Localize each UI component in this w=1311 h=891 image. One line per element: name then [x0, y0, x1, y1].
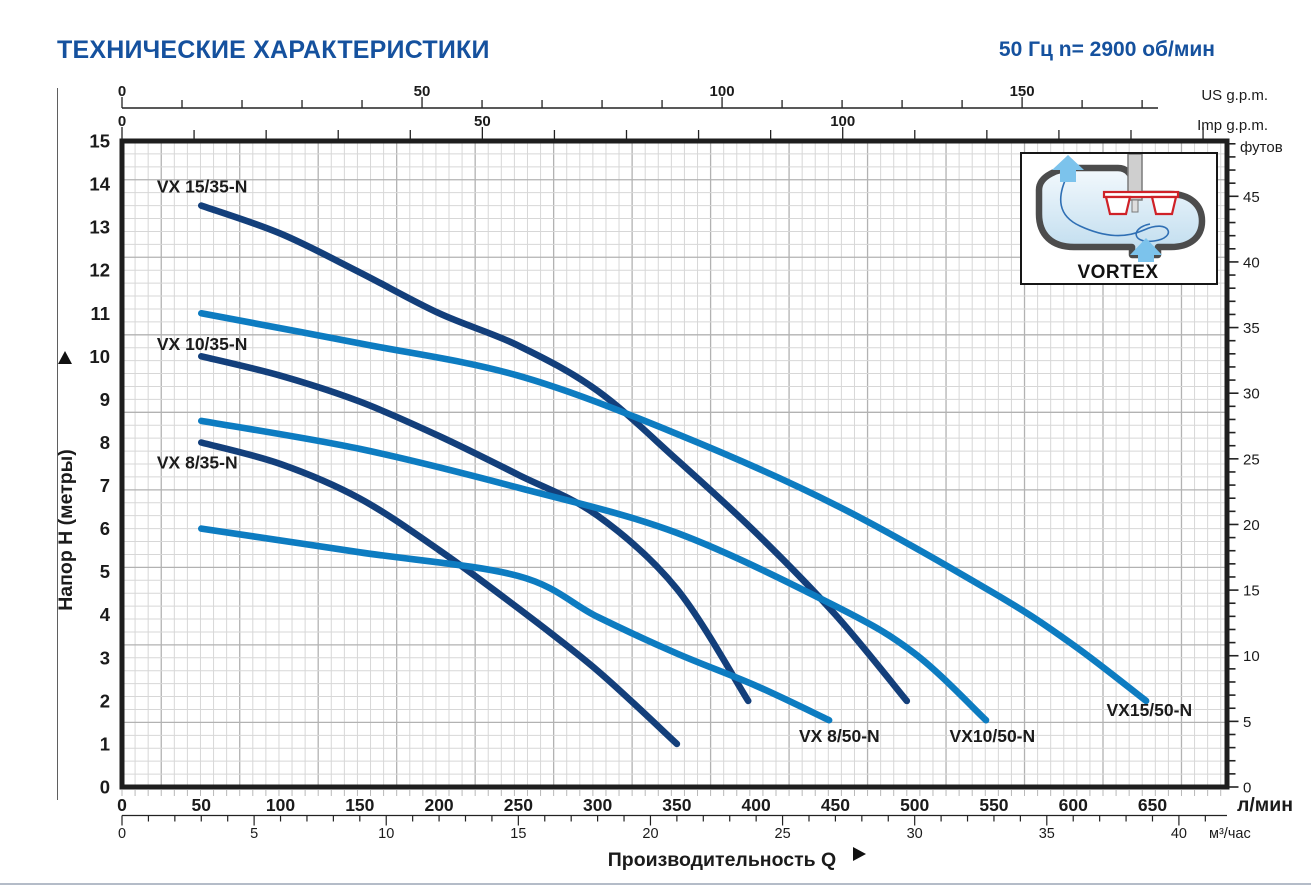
curve-label-VX10/50-N: VX10/50-N	[950, 726, 1036, 746]
us-gpm-unit-label: US g.p.m.	[1201, 87, 1268, 104]
lpm-tick-label: 300	[583, 795, 612, 815]
metres-tick-label: 12	[89, 260, 110, 281]
feet-unit-label: футов	[1240, 139, 1283, 156]
metres-tick-label: 8	[100, 432, 110, 453]
imp-gpm-tick-label: 0	[118, 113, 126, 130]
outlet-arrow-up-icon	[1052, 155, 1084, 170]
metres-tick-label: 4	[100, 604, 111, 625]
metres-tick-label: 5	[100, 561, 110, 582]
lpm-tick-label: 350	[662, 795, 691, 815]
vortex-inset: VORTEX	[1020, 152, 1218, 285]
y-axis-title: Напор H (метры)	[55, 449, 77, 611]
lpm-tick-label: 200	[424, 795, 453, 815]
imp-gpm-unit-label: Imp g.p.m.	[1197, 117, 1268, 134]
metres-tick-label: 14	[89, 174, 110, 195]
impeller-hub-bar	[1102, 190, 1180, 199]
curve-label-VX8/35-N: VX 8/35-N	[157, 452, 238, 472]
outlet-arrow-stem	[1060, 170, 1076, 182]
metres-tick-label: 6	[100, 518, 110, 539]
m3h-tick-label: 30	[907, 826, 923, 842]
lpm-tick-label: 500	[900, 795, 929, 815]
us-gpm-tick-label: 100	[710, 83, 735, 100]
curve-label-VX15/35-N: VX 15/35-N	[157, 177, 247, 197]
page-title: ТЕХНИЧЕСКИЕ ХАРАКТЕРИСТИКИ	[57, 36, 490, 64]
m3h-tick-label: 35	[1039, 826, 1055, 842]
metres-tick-label: 15	[89, 131, 110, 152]
lpm-tick-label: 50	[192, 795, 212, 815]
curve-VX8/50-N	[198, 525, 833, 724]
metres-tick-label: 13	[89, 217, 110, 238]
feet-tick-label: 45	[1243, 189, 1260, 206]
curve-VX10/35-N	[198, 353, 752, 705]
feet-tick-label: 10	[1243, 648, 1260, 665]
lpm-tick-label: 600	[1059, 795, 1088, 815]
curve-VX10/50-N	[198, 417, 990, 724]
metres-tick-label: 2	[100, 690, 110, 711]
metres-tick-label: 10	[89, 346, 110, 367]
curve-VX15/50-N	[198, 310, 1150, 705]
m3h-tick-label: 15	[510, 826, 526, 842]
curve-label-VX8/50-N: VX 8/50-N	[799, 726, 880, 746]
plot-border	[119, 138, 1230, 790]
imp-gpm-tick-label: 100	[830, 113, 855, 130]
impeller-blade-left	[1104, 195, 1132, 216]
us-gpm-tick-label: 50	[414, 83, 431, 100]
feet-tick-label: 5	[1243, 714, 1251, 731]
feet-tick-label: 20	[1243, 517, 1260, 534]
curve-VX8/35-N	[198, 439, 681, 748]
x-axis-arrow-icon	[853, 847, 866, 861]
lpm-tick-label: 450	[821, 795, 850, 815]
y-axis-arrow-icon	[58, 351, 72, 364]
inlet-arrow-stem	[1138, 255, 1154, 262]
lpm-tick-label: 100	[266, 795, 295, 815]
inlet-arrow-up-icon	[1130, 238, 1162, 255]
metres-tick-label: 3	[100, 647, 110, 668]
pump-shaft-tip	[1131, 199, 1139, 213]
x-axis-title: Производительность Q	[608, 849, 836, 871]
curve-label-VX15/50-N: VX15/50-N	[1107, 700, 1193, 720]
feet-tick-label: 15	[1243, 583, 1260, 600]
page-bottom-divider	[0, 883, 1311, 885]
m3h-unit-label: м³/час	[1209, 826, 1251, 842]
impeller-blade-right	[1150, 195, 1178, 216]
m3h-tick-label: 0	[118, 826, 126, 842]
m3h-tick-label: 5	[250, 826, 258, 842]
lpm-tick-label: 0	[117, 795, 127, 815]
metres-tick-label: 1	[100, 733, 110, 754]
feet-tick-label: 40	[1243, 254, 1260, 271]
metres-tick-label: 9	[100, 389, 110, 410]
feet-tick-label: 35	[1243, 320, 1260, 337]
lpm-tick-label: 400	[742, 795, 771, 815]
feet-tick-label: 0	[1243, 780, 1251, 797]
metres-tick-label: 7	[100, 475, 110, 496]
m3h-tick-label: 40	[1171, 826, 1187, 842]
metres-tick-label: 0	[100, 777, 110, 798]
lpm-tick-label: 650	[1138, 795, 1167, 815]
us-gpm-tick-label: 0	[118, 83, 126, 100]
m3h-tick-label: 10	[378, 826, 394, 842]
us-gpm-tick-label: 150	[1010, 83, 1035, 100]
feet-tick-label: 25	[1243, 451, 1260, 468]
frequency-speed-spec: 50 Гц n= 2900 об/мин	[998, 38, 1215, 61]
m3h-tick-label: 25	[775, 826, 791, 842]
vortex-label: VORTEX	[1077, 262, 1158, 282]
lpm-tick-label: 550	[979, 795, 1008, 815]
curve-VX15/35-N	[198, 202, 911, 705]
m3h-tick-label: 20	[642, 826, 658, 842]
curve-label-VX10/35-N: VX 10/35-N	[157, 334, 247, 354]
lpm-unit-label: л/мин	[1237, 794, 1293, 816]
vortex-diagram: VORTEX	[1035, 154, 1206, 282]
imp-gpm-tick-label: 50	[474, 113, 491, 130]
metres-tick-label: 11	[90, 303, 110, 324]
feet-tick-label: 30	[1243, 386, 1260, 403]
flow-swirl-line	[1060, 173, 1170, 243]
lpm-tick-label: 250	[504, 795, 533, 815]
lpm-tick-label: 150	[345, 795, 374, 815]
